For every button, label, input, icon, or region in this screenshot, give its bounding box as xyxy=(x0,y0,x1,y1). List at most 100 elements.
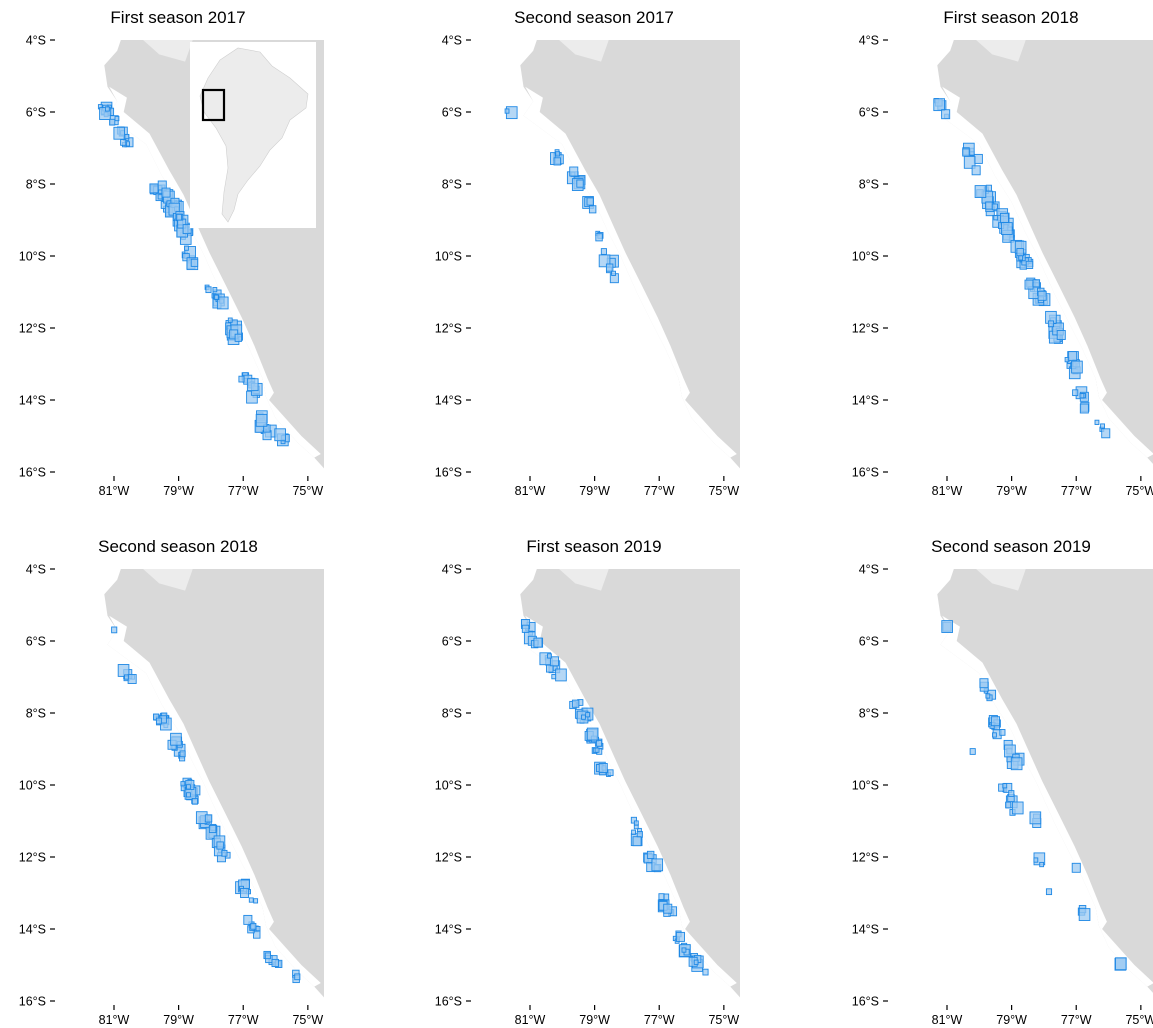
y-tick-label: 12°S xyxy=(852,851,879,865)
x-tick-label: 81°W xyxy=(515,1013,546,1027)
map-area xyxy=(504,40,740,469)
panel-title: First season 2017 xyxy=(110,8,245,27)
fishing-cell xyxy=(585,712,591,718)
fishing-cell xyxy=(999,729,1006,736)
fishing-cell xyxy=(246,378,259,392)
peru-land xyxy=(937,569,1153,993)
y-tick-label: 8°S xyxy=(26,178,46,192)
y-tick-label: 14°S xyxy=(435,923,462,937)
y-tick-label: 12°S xyxy=(19,322,46,336)
fishing-cell xyxy=(504,108,510,114)
panel-title: Second season 2018 xyxy=(98,537,258,556)
fishing-cell xyxy=(598,763,608,773)
fishing-cell xyxy=(117,664,130,677)
y-tick-label: 10°S xyxy=(852,250,879,264)
y-tick-label: 8°S xyxy=(859,707,879,721)
x-tick-label: 79°W xyxy=(996,1013,1027,1027)
x-tick-label: 77°W xyxy=(644,484,675,498)
fishing-cell xyxy=(1005,801,1012,809)
fishing-cell xyxy=(600,248,607,255)
x-tick-label: 81°W xyxy=(932,1013,963,1027)
fishing-cell xyxy=(253,898,259,904)
fishing-cell xyxy=(1047,320,1055,328)
fishing-cell xyxy=(149,183,159,194)
fishing-cell xyxy=(294,973,301,981)
fishing-cell xyxy=(227,317,233,323)
map-panel-second-season-2018: Second season 2018 4°S 6°S 8°S 10°S 12°S 14°S 1… xyxy=(19,537,324,1027)
x-tick-label: 77°W xyxy=(1061,484,1092,498)
fishing-cell xyxy=(555,668,567,682)
panel-title: Second season 2019 xyxy=(931,537,1091,556)
fishing-cell xyxy=(646,850,655,859)
fishing-cell xyxy=(595,739,603,747)
fishing-cell xyxy=(658,893,665,900)
y-tick-label: 16°S xyxy=(852,995,879,1009)
fishing-cell xyxy=(1037,290,1047,301)
ecuador-land xyxy=(559,40,609,62)
x-tick-label: 75°W xyxy=(1125,484,1153,498)
fishing-cell xyxy=(630,816,637,824)
fishing-cell xyxy=(1068,351,1078,362)
fishing-cell xyxy=(1008,790,1015,797)
fishing-cell xyxy=(250,922,257,930)
fishing-cell xyxy=(271,958,279,968)
map-panel-second-season-2017: Second season 2017 4°S 6°S 8°S 10°S 12°S 14°S 1… xyxy=(435,8,740,498)
map-area xyxy=(520,569,740,998)
coastal-band xyxy=(523,615,737,987)
fishing-cell xyxy=(651,858,664,872)
fishing-cell xyxy=(611,270,616,276)
fishing-cell xyxy=(127,674,137,684)
fishing-cell xyxy=(186,784,191,790)
fishing-cell xyxy=(985,184,992,192)
x-tick-label: 81°W xyxy=(515,484,546,498)
inset-locator-map xyxy=(190,42,316,228)
x-tick-label: 77°W xyxy=(1061,1013,1092,1027)
map-panel-second-season-2019: Second season 2019 4°S 6°S 8°S 10°S 12°S 14°S 1… xyxy=(852,537,1153,1027)
fishing-cell xyxy=(240,888,250,898)
y-tick-label: 16°S xyxy=(852,466,879,480)
fishing-cell xyxy=(191,797,198,805)
fishing-cell xyxy=(1002,783,1008,789)
map-area xyxy=(104,569,324,998)
fishing-cell xyxy=(1045,888,1053,896)
peru-land xyxy=(520,40,740,469)
y-tick-label: 8°S xyxy=(26,707,46,721)
x-tick-label: 75°W xyxy=(1125,1013,1153,1027)
y-tick-label: 4°S xyxy=(859,563,879,577)
fishing-cell xyxy=(1033,857,1039,863)
y-tick-label: 8°S xyxy=(442,707,462,721)
fishing-cell xyxy=(1025,260,1034,269)
y-tick-label: 4°S xyxy=(26,34,46,48)
fishing-cell xyxy=(113,126,126,140)
fishing-cell xyxy=(114,115,120,122)
fishing-cell xyxy=(586,197,594,206)
fishing-cell xyxy=(1018,255,1024,261)
fishing-cell xyxy=(1056,330,1066,340)
fishing-cell xyxy=(213,294,219,300)
map-area xyxy=(933,40,1153,464)
x-tick-label: 81°W xyxy=(99,484,130,498)
coastal-band xyxy=(940,86,1153,458)
fishing-cell xyxy=(205,286,212,294)
y-tick-label: 10°S xyxy=(19,779,46,793)
y-tick-label: 4°S xyxy=(859,34,879,48)
y-tick-label: 8°S xyxy=(859,178,879,192)
fishing-cell xyxy=(702,968,709,976)
x-tick-label: 79°W xyxy=(579,1013,610,1027)
peru-land xyxy=(104,569,324,998)
fishing-cell xyxy=(111,626,118,634)
x-tick-label: 79°W xyxy=(163,1013,194,1027)
fishing-cell xyxy=(985,201,993,210)
y-tick-label: 6°S xyxy=(442,106,462,120)
y-tick-label: 6°S xyxy=(859,635,879,649)
fishing-cell xyxy=(155,717,163,725)
y-tick-label: 14°S xyxy=(435,394,462,408)
fishing-cell xyxy=(1115,957,1127,971)
x-tick-label: 75°W xyxy=(292,1013,323,1027)
fishing-cell xyxy=(216,296,229,310)
fishing-cell xyxy=(979,678,989,689)
ecuador-land xyxy=(143,569,193,591)
y-tick-label: 4°S xyxy=(442,563,462,577)
fishing-cell xyxy=(182,224,192,235)
